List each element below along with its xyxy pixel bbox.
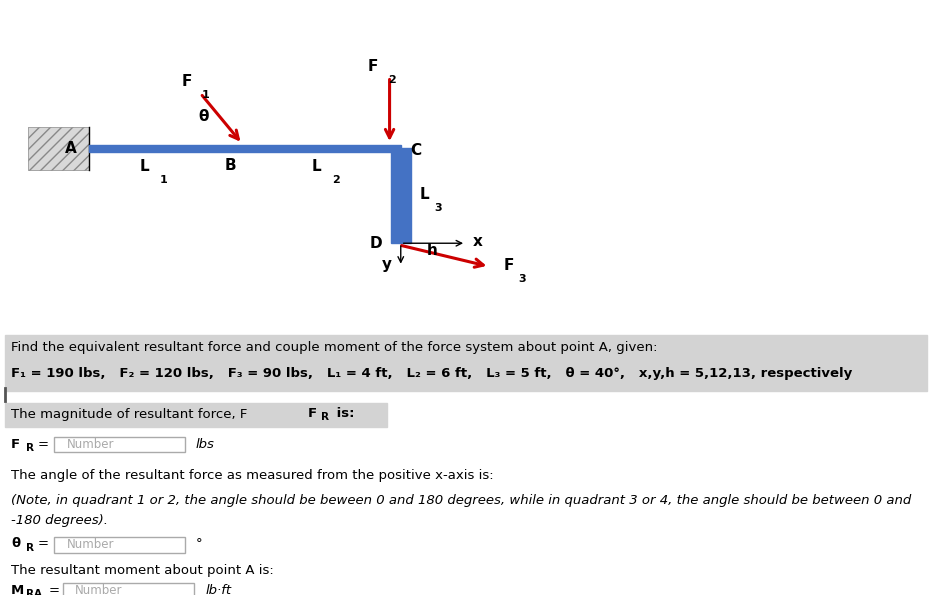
Text: L: L (312, 159, 322, 174)
Text: lbs: lbs (196, 438, 214, 451)
Text: θ: θ (11, 537, 21, 550)
Text: θ: θ (198, 109, 209, 124)
Text: Number: Number (75, 584, 122, 595)
Text: =: = (37, 537, 48, 550)
Text: °: ° (196, 537, 202, 550)
Text: 2: 2 (388, 75, 395, 85)
Bar (54, 437, 185, 452)
Text: R: R (26, 443, 34, 453)
Text: A: A (64, 141, 76, 156)
Bar (89, 145, 401, 152)
Text: R: R (26, 543, 34, 553)
Bar (63, 583, 194, 595)
Text: Number: Number (67, 439, 115, 451)
Text: x: x (473, 234, 483, 249)
Text: is:: is: (332, 408, 354, 420)
Text: The magnitude of resultant force, F: The magnitude of resultant force, F (11, 408, 248, 421)
Text: F: F (308, 408, 317, 420)
Text: 2: 2 (332, 175, 339, 185)
Bar (54, 537, 185, 553)
Text: F₁ = 190 lbs,   F₂ = 120 lbs,   F₃ = 90 lbs,   L₁ = 4 ft,   L₂ = 6 ft,   L₃ = 5 : F₁ = 190 lbs, F₂ = 120 lbs, F₃ = 90 lbs,… (11, 367, 853, 380)
Bar (391, 148, 411, 243)
Text: R: R (321, 412, 329, 422)
Text: M: M (11, 584, 24, 595)
Text: RA: RA (26, 590, 42, 595)
Text: y: y (381, 258, 391, 273)
Text: F: F (11, 438, 21, 451)
Text: (Note, in quadrant 1 or 2, the angle should be beween 0 and 180 degrees, while i: (Note, in quadrant 1 or 2, the angle sho… (11, 494, 911, 508)
Text: =: = (37, 438, 48, 451)
Bar (5, 334, 927, 391)
Text: The resultant moment about point A is:: The resultant moment about point A is: (11, 563, 274, 577)
Text: F: F (367, 59, 378, 74)
Text: 1: 1 (159, 175, 167, 185)
Text: F: F (181, 74, 192, 89)
Text: L: L (140, 159, 149, 174)
Text: 1: 1 (201, 90, 209, 100)
Bar (5, 403, 387, 427)
Text: 3: 3 (518, 274, 526, 284)
Text: C: C (410, 143, 421, 158)
Text: Number: Number (67, 538, 115, 552)
Text: lb·ft: lb·ft (205, 584, 231, 595)
Text: h: h (427, 243, 438, 258)
Text: -180 degrees).: -180 degrees). (11, 514, 108, 527)
Text: Find the equivalent resultant force and couple moment of the force system about : Find the equivalent resultant force and … (11, 341, 658, 354)
Text: B: B (225, 158, 236, 173)
Text: L: L (419, 187, 429, 202)
Text: =: = (48, 584, 60, 595)
Text: D: D (369, 236, 382, 250)
Bar (28, 127, 89, 170)
Text: F: F (503, 258, 514, 273)
Text: 3: 3 (434, 203, 442, 213)
Text: The angle of the resultant force as measured from the positive x-axis is:: The angle of the resultant force as meas… (11, 469, 494, 483)
